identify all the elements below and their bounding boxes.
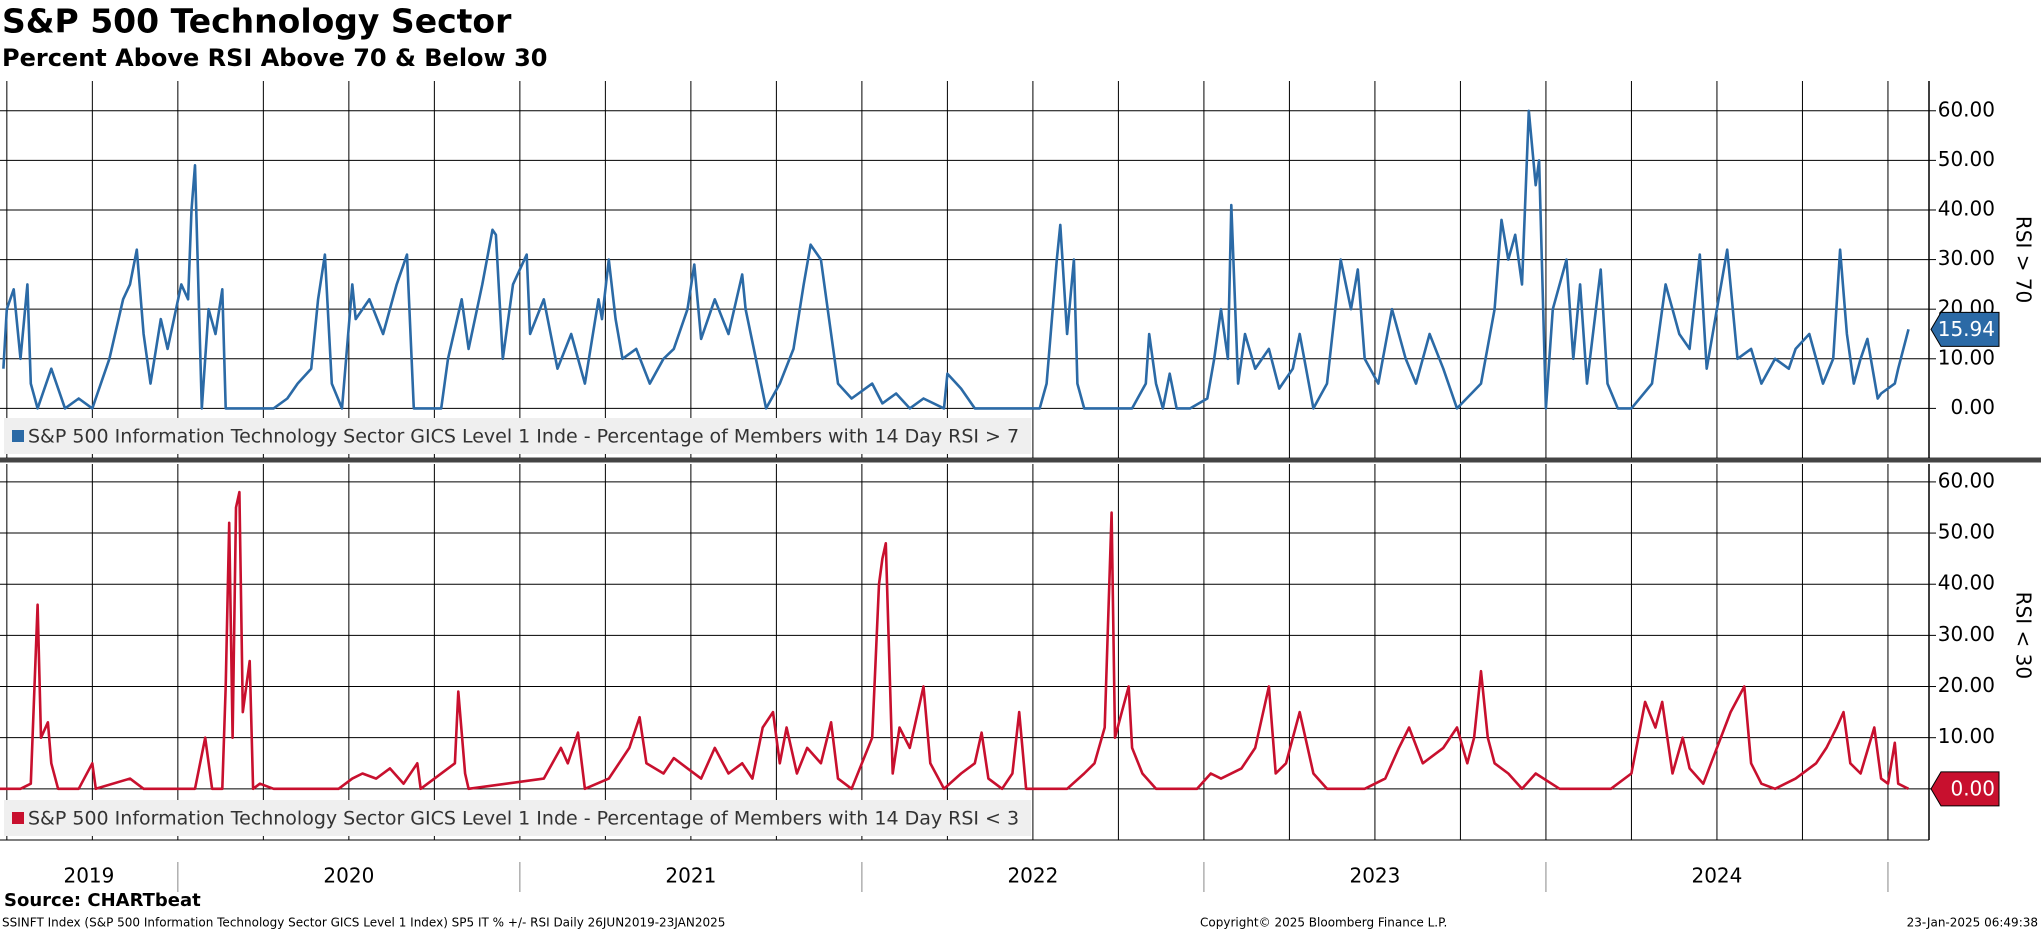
- y-tick-label: 10.00: [1938, 724, 1995, 748]
- y-axis-title: RSI < 30: [2012, 592, 2036, 679]
- x-tick-label: 2019: [63, 864, 114, 888]
- series-line: [0, 490, 1910, 791]
- y-axis-title: RSI > 70: [2012, 216, 2036, 303]
- chart-subtitle: Percent Above RSI Above 70 & Below 30: [2, 44, 547, 72]
- legend-label: S&P 500 Information Technology Sector GI…: [28, 808, 1019, 830]
- last-value-tag: [1930, 311, 2000, 347]
- legend-marker: [12, 812, 24, 824]
- y-tick-label: 60.00: [1938, 97, 1995, 121]
- legend-marker: [12, 430, 24, 442]
- y-tick-label: 10.00: [1938, 345, 1995, 369]
- x-tick-label: 2020: [323, 864, 374, 888]
- y-tick-label: 20.00: [1938, 673, 1995, 697]
- last-value-label: 15.94: [1938, 317, 1995, 341]
- chart-title: S&P 500 Technology Sector: [2, 2, 512, 41]
- y-tick-label: 60.00: [1938, 468, 1995, 492]
- copyright: Copyright© 2025 Bloomberg Finance L.P.: [1200, 916, 1447, 930]
- x-tick-label: 2023: [1349, 864, 1400, 888]
- series-line: [2, 109, 1910, 410]
- footer-description: SSINFT Index (S&P 500 Information Techno…: [2, 916, 725, 930]
- timestamp: 23-Jan-2025 06:49:38: [1907, 916, 2038, 930]
- y-tick-label: 40.00: [1938, 196, 1995, 220]
- y-tick-label: 50.00: [1938, 147, 1995, 171]
- y-tick-label: 30.00: [1938, 622, 1995, 646]
- y-tick-label: 30.00: [1938, 246, 1995, 270]
- legend-box: [4, 800, 1032, 836]
- x-tick-label: 2021: [665, 864, 716, 888]
- y-tick-label: 40.00: [1938, 571, 1995, 595]
- legend-label: S&P 500 Information Technology Sector GI…: [28, 426, 1019, 448]
- legend-box: [4, 418, 1032, 454]
- x-tick-label: 2024: [1691, 864, 1742, 888]
- y-tick-label: 0.00: [1950, 395, 1995, 419]
- x-tick-label: 2022: [1007, 864, 1058, 888]
- y-tick-label: 50.00: [1938, 520, 1995, 544]
- last-value-label: 0.00: [1950, 776, 1995, 800]
- source: Source: CHARTbeat: [4, 890, 201, 911]
- last-value-tag: [1930, 771, 2000, 807]
